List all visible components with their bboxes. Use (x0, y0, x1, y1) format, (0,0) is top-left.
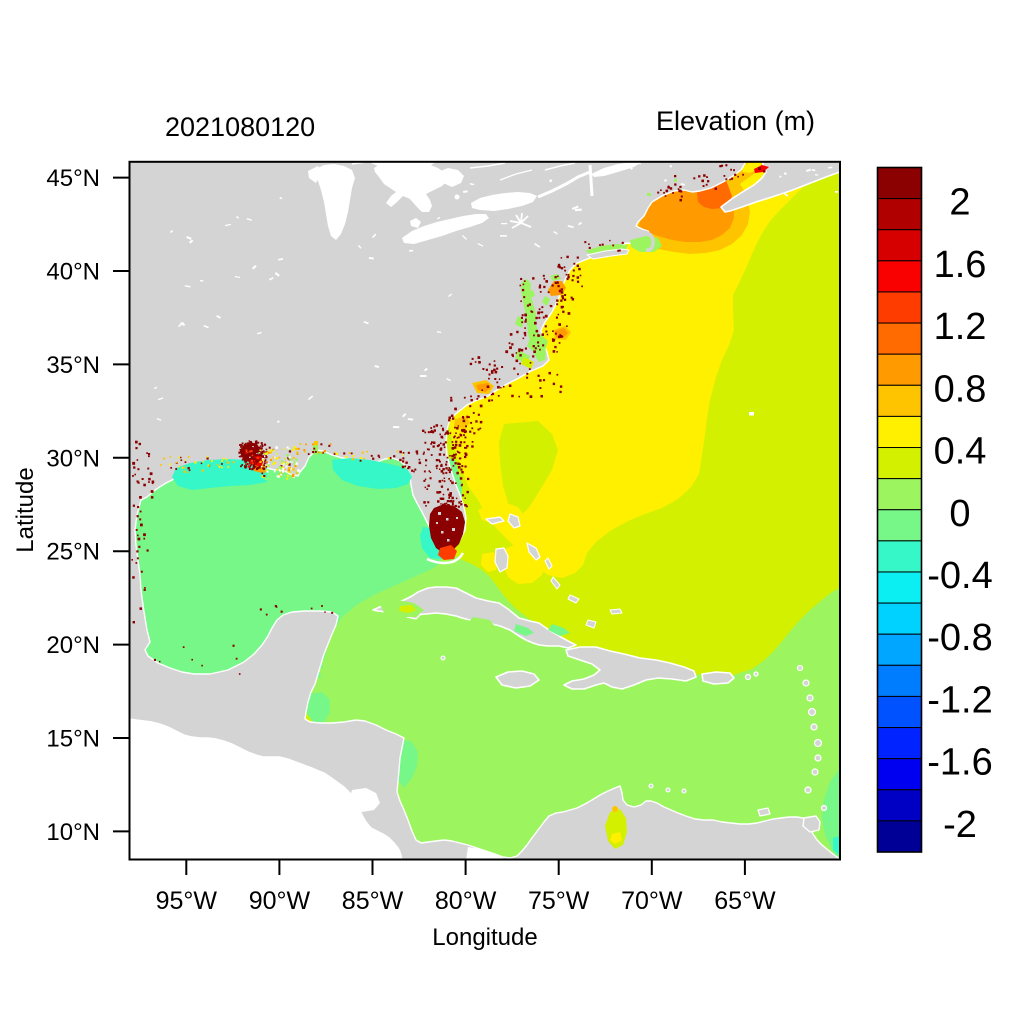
svg-text:1.2: 1.2 (934, 306, 987, 348)
svg-text:30°N: 30°N (46, 445, 100, 472)
svg-text:15°N: 15°N (46, 726, 100, 753)
svg-text:2: 2 (949, 182, 970, 224)
svg-text:80°W: 80°W (435, 887, 497, 915)
svg-text:-1.6: -1.6 (927, 742, 992, 784)
svg-text:90°W: 90°W (249, 887, 311, 915)
svg-text:70°W: 70°W (621, 887, 683, 915)
svg-text:-0.4: -0.4 (927, 555, 992, 597)
svg-text:-1.2: -1.2 (927, 679, 992, 721)
svg-text:75°W: 75°W (528, 887, 590, 915)
svg-text:1.6: 1.6 (934, 244, 987, 286)
svg-text:40°N: 40°N (46, 259, 100, 286)
svg-text:10°N: 10°N (46, 819, 100, 846)
svg-text:Latitude: Latitude (12, 467, 39, 552)
svg-text:0: 0 (949, 493, 970, 535)
svg-text:65°W: 65°W (714, 887, 776, 915)
svg-text:Longitude: Longitude (432, 924, 537, 951)
svg-text:45°N: 45°N (46, 165, 100, 192)
svg-text:95°W: 95°W (156, 887, 218, 915)
svg-text:Elevation (m): Elevation (m) (656, 106, 815, 136)
svg-text:-0.8: -0.8 (927, 617, 992, 659)
svg-text:35°N: 35°N (46, 352, 100, 379)
svg-text:0.4: 0.4 (934, 431, 987, 473)
svg-text:-2: -2 (943, 804, 977, 846)
svg-text:85°W: 85°W (342, 887, 404, 915)
svg-text:20°N: 20°N (46, 632, 100, 659)
svg-text:0.8: 0.8 (934, 368, 987, 410)
svg-text:25°N: 25°N (46, 539, 100, 566)
svg-text:2021080120: 2021080120 (165, 112, 315, 142)
